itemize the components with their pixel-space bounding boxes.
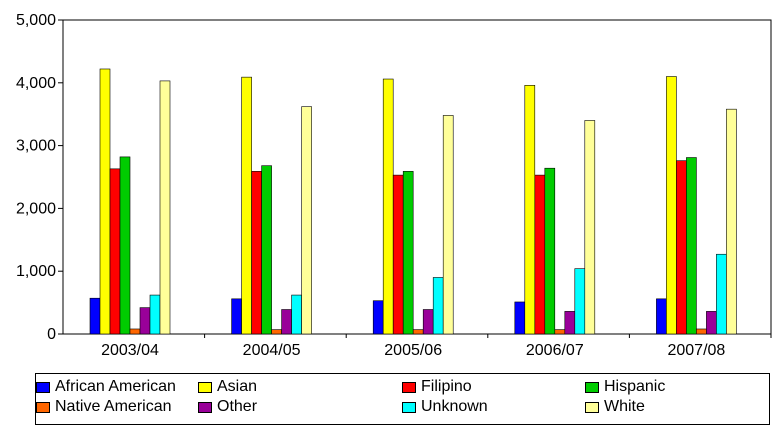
bar	[564, 311, 576, 335]
x-tick-label: 2006/07	[526, 342, 584, 359]
bar-chart: 0 1,000 2,000 3,000 4,000 5,000 2003/04 2004/0…	[16, 12, 772, 359]
legend-swatch	[198, 401, 212, 413]
bar	[534, 174, 546, 335]
bar	[261, 165, 272, 335]
x-tick-label: 2005/06	[384, 342, 442, 359]
bar	[666, 76, 677, 335]
y-tick-label: 4,000	[16, 75, 56, 92]
bar	[159, 80, 171, 335]
y-tick-label: 0	[47, 326, 56, 343]
bar	[726, 108, 737, 335]
bar	[301, 106, 312, 335]
legend-swatch	[198, 381, 212, 393]
legend-item: Native American	[36, 397, 172, 417]
bar	[89, 297, 101, 335]
legend-swatch	[36, 381, 50, 393]
legend-swatch	[585, 401, 599, 413]
bar	[119, 156, 131, 335]
bar	[686, 157, 697, 335]
bar	[676, 160, 687, 335]
legend-swatch	[585, 381, 599, 393]
x-tick-label: 2007/08	[667, 342, 725, 359]
legend-item: Unknown	[402, 397, 488, 417]
bar	[554, 329, 566, 335]
bar	[291, 294, 302, 335]
legend-label: African American	[55, 378, 176, 395]
legend-swatch	[36, 401, 50, 413]
legend-label: Native American	[55, 398, 172, 415]
y-tick-label: 5,000	[16, 12, 56, 29]
plot-area	[62, 19, 772, 335]
bar	[706, 311, 717, 335]
legend: African American Asian Filipino Hispanic Nat…	[35, 373, 770, 425]
y-tick-label: 1,000	[16, 263, 56, 280]
y-tick-label: 2,000	[16, 200, 56, 217]
y-axis: 0 1,000 2,000 3,000 4,000 5,000	[16, 12, 63, 343]
legend-item: Other	[198, 397, 257, 417]
x-axis: 2003/04 2004/05 2005/06 2006/07 2007/08	[101, 334, 772, 359]
bar	[716, 253, 727, 335]
bar	[382, 78, 394, 335]
bar	[149, 294, 161, 335]
legend-swatch	[402, 401, 416, 413]
legend-label: Other	[217, 398, 258, 415]
bar	[251, 171, 262, 335]
y-tick-label: 3,000	[16, 138, 56, 155]
bar	[372, 300, 384, 335]
legend-item: Hispanic	[585, 377, 665, 397]
bar	[412, 329, 424, 335]
bar	[574, 268, 586, 335]
legend-label: Filipino	[421, 378, 472, 395]
bar	[281, 309, 292, 335]
chart-area: 0 1,000 2,000 3,000 4,000 5,000 2003/04 2004/0…	[16, 12, 772, 359]
bar	[129, 328, 141, 335]
bar	[99, 68, 111, 335]
bar	[656, 298, 667, 335]
bar	[231, 298, 242, 335]
bar	[544, 167, 556, 335]
x-tick-label: 2004/05	[243, 342, 301, 359]
legend-swatch	[402, 381, 416, 393]
bar	[584, 120, 596, 335]
legend-item: African American	[36, 377, 176, 397]
bar	[241, 76, 252, 335]
bar	[109, 168, 121, 335]
bar	[271, 329, 282, 335]
legend-label: Unknown	[421, 398, 488, 415]
bar	[514, 301, 526, 335]
legend-item: Filipino	[402, 377, 472, 397]
legend-item: White	[585, 397, 645, 417]
legend-label: Asian	[217, 378, 258, 395]
legend-label: White	[604, 398, 645, 415]
bar	[432, 277, 444, 335]
bar	[442, 115, 454, 335]
bar	[524, 85, 536, 335]
bar	[696, 328, 707, 335]
bar	[402, 171, 414, 335]
bar	[139, 307, 151, 335]
bar	[422, 309, 434, 335]
legend-item: Asian	[198, 377, 257, 397]
legend-label: Hispanic	[604, 378, 666, 395]
x-tick-label: 2003/04	[101, 342, 159, 359]
bar	[392, 174, 404, 335]
